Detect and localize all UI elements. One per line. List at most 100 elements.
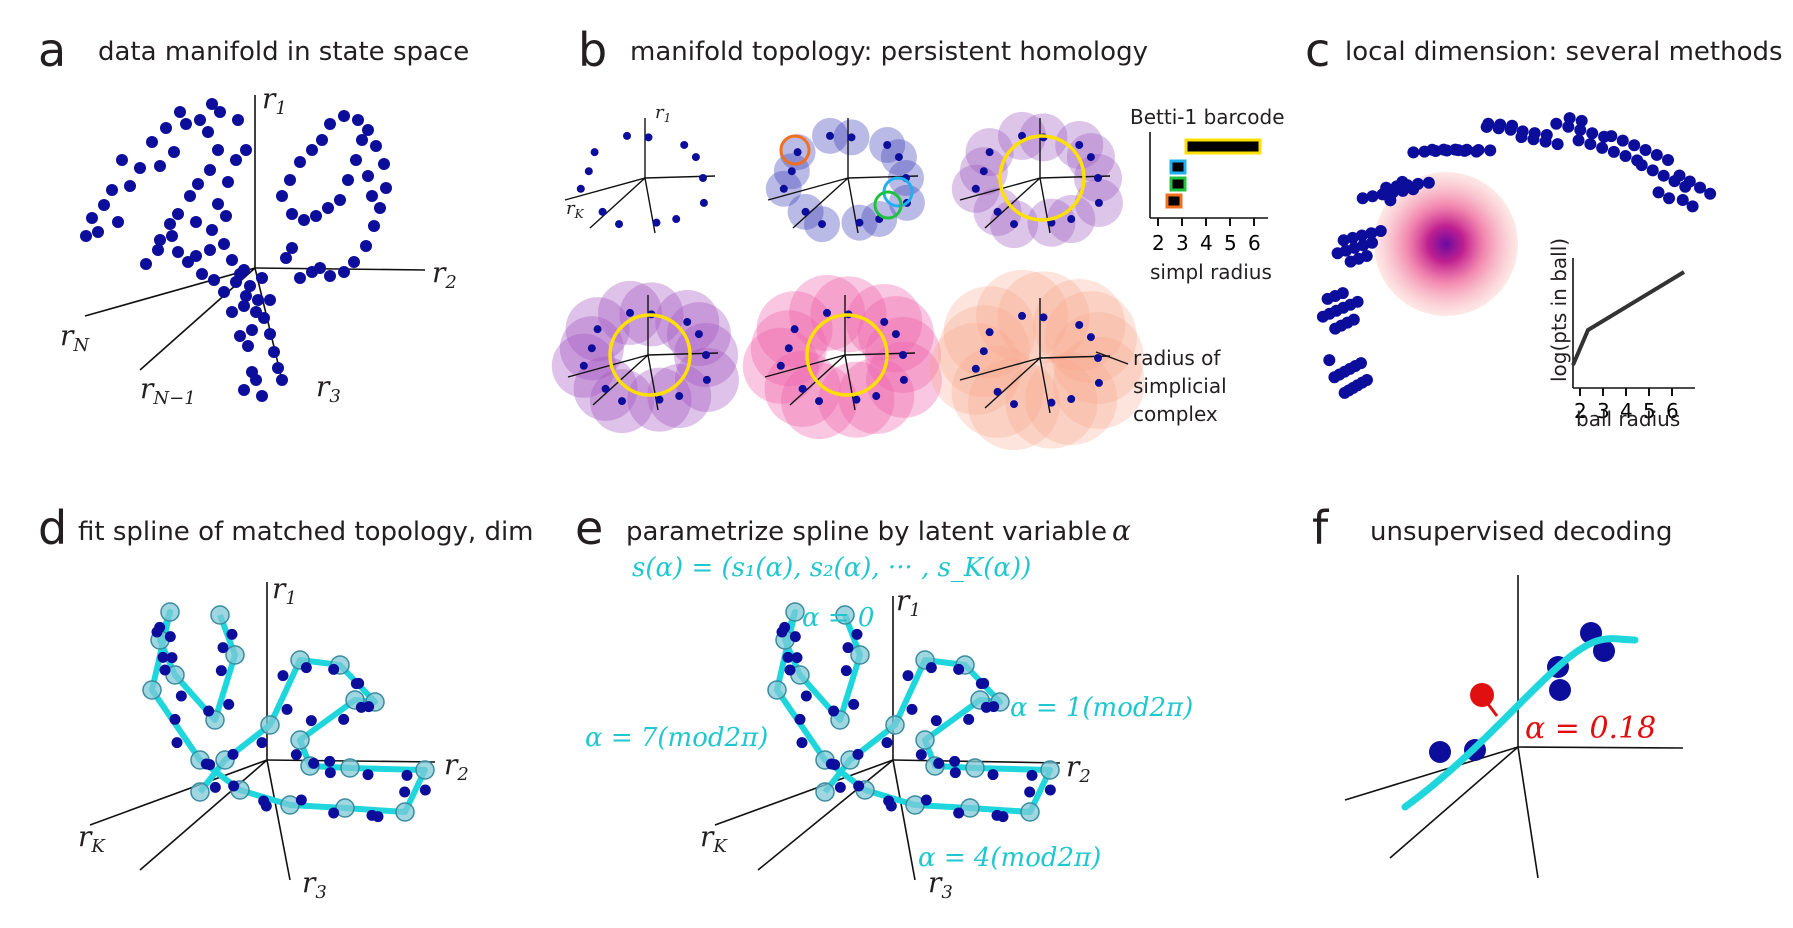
d-axis-label-r3: r3: [302, 866, 327, 903]
spline-knot: [885, 715, 905, 735]
data-point: [286, 208, 298, 220]
complex-point: [784, 344, 793, 353]
complex-axis: [984, 357, 1041, 409]
spline-knot: [965, 758, 985, 778]
barcode-tick-label: 5: [1224, 231, 1237, 255]
complex-point: [1047, 398, 1056, 407]
barcode-bar-blue: [1169, 159, 1187, 175]
complex-point: [1010, 220, 1019, 229]
data-point: [324, 767, 336, 779]
complex-point: [1094, 378, 1103, 387]
complex-point: [899, 351, 907, 359]
complex-point: [1094, 198, 1103, 207]
e-axis-label-r2: r2: [1066, 750, 1091, 787]
data-point: [953, 807, 965, 819]
panel-f-letter: f: [1312, 501, 1330, 555]
e-axis-label-r3: r3: [928, 866, 953, 903]
data-point: [1044, 784, 1056, 796]
data-point: [419, 784, 431, 796]
data-point: [204, 244, 216, 256]
data-point: [355, 701, 367, 713]
data-point: [374, 202, 386, 214]
inset-ylabel: log(pts in ball): [1547, 238, 1571, 382]
data-point: [168, 146, 180, 158]
d-axis-label-r2: r2: [444, 748, 469, 785]
data-point: [1437, 143, 1450, 156]
e-axis-label-r1: r1: [896, 584, 921, 621]
complex-point: [971, 364, 980, 373]
panel-e-title-var: α: [1112, 514, 1131, 547]
data-point: [915, 749, 927, 761]
data-point: [324, 270, 336, 282]
data-point: [1336, 287, 1349, 300]
data-point: [256, 390, 268, 402]
complex-point: [1075, 320, 1084, 329]
inset-tick-label: 3: [1597, 399, 1610, 423]
small-loop-orange: [779, 134, 811, 166]
complex-point: [593, 325, 602, 334]
data-point: [194, 114, 206, 126]
data-point: [370, 140, 382, 152]
complex-point: [618, 397, 627, 406]
data-point: [151, 626, 163, 638]
panel-d-title: fit spline of matched topology, dim: [78, 517, 534, 547]
data-point: [1635, 159, 1648, 172]
data-point: [1596, 141, 1609, 154]
data-point: [1650, 148, 1663, 161]
data-point: [124, 180, 136, 192]
spline-knot: [815, 782, 835, 802]
data-point: [362, 769, 374, 781]
complex-axis: [767, 177, 849, 201]
axis-label-r1: r1: [262, 82, 287, 119]
data-point: [230, 154, 242, 166]
inset-tick-label: 2: [1574, 399, 1587, 423]
complex-point: [1018, 131, 1027, 140]
data-point: [1449, 143, 1462, 156]
data-point: [256, 272, 268, 284]
complex-point: [894, 153, 903, 162]
data-point: [1683, 175, 1696, 188]
complex-point: [801, 207, 810, 216]
data-point: [852, 748, 864, 760]
inset-tick-label: 5: [1643, 399, 1656, 423]
complex-axis: [567, 354, 649, 378]
barcode-bar-green: [1169, 176, 1187, 192]
data-point: [295, 794, 307, 806]
complex-point: [826, 131, 835, 140]
complex-point: [644, 133, 653, 142]
data-point: [206, 98, 218, 110]
complex-point: [652, 218, 661, 227]
complex-point: [699, 174, 707, 182]
data-point: [372, 811, 384, 823]
data-point: [164, 631, 176, 643]
alpha-label-0: α = 0: [802, 603, 874, 633]
data-point: [1574, 123, 1587, 136]
data-point: [1550, 117, 1563, 130]
data-point: [1396, 175, 1409, 188]
panel-f: f unsupervised decoding α = 0.18: [1312, 501, 1684, 879]
data-point: [1366, 190, 1379, 203]
data-point: [154, 234, 166, 246]
data-point: [885, 800, 897, 812]
data-point: [164, 218, 176, 230]
data-point: [322, 202, 334, 214]
panel-a-data-points: [80, 98, 392, 402]
data-point: [250, 306, 262, 318]
panel-d-letter: d: [38, 501, 67, 555]
data-point: [171, 737, 183, 749]
spline-knot: [260, 715, 280, 735]
data-point: [1628, 139, 1641, 152]
complex-point: [1086, 333, 1095, 342]
data-point: [174, 106, 186, 118]
complex-axis: [589, 177, 646, 229]
data-point: [353, 677, 365, 689]
panel-d: d fit spline of matched topology, dim r1…: [38, 501, 534, 903]
data-point: [218, 238, 230, 250]
complex-point: [1067, 215, 1076, 224]
simplicial-complex: [551, 280, 739, 434]
complex-point: [847, 133, 856, 142]
data-point: [232, 114, 244, 126]
data-point: [246, 366, 258, 378]
spline-knot: [767, 680, 787, 700]
